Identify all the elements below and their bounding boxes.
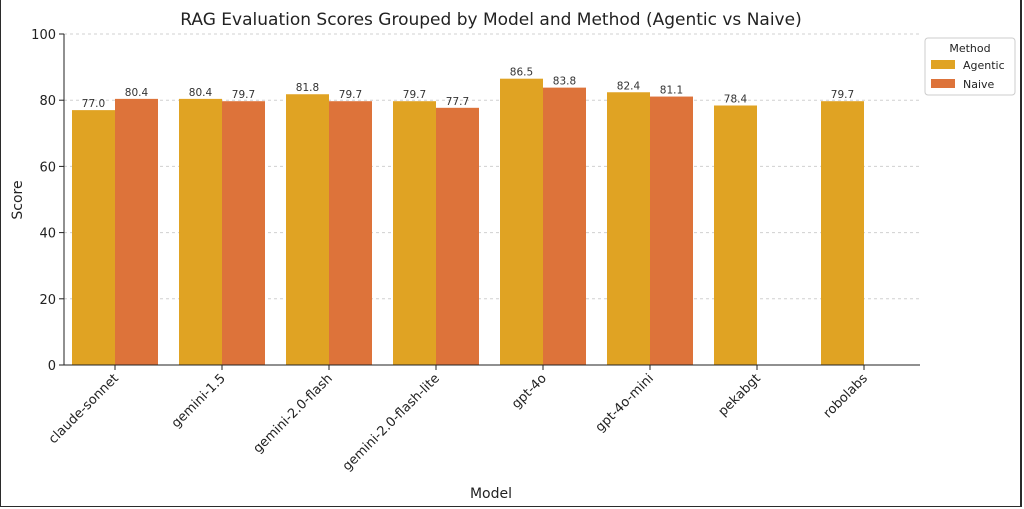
y-tick-label: 0: [48, 359, 56, 374]
bar-naive-gemini-2.0-flash-lite: [436, 107, 479, 366]
bar-agentic-gpt-4o: [500, 78, 543, 365]
x-axis-label: Model: [470, 486, 512, 502]
value-label: 81.1: [660, 85, 683, 97]
y-tick-label: 20: [39, 293, 56, 308]
bar-agentic-gemini-1.5: [179, 98, 222, 365]
value-label: 82.4: [617, 80, 641, 92]
bar-agentic-gpt-4o-mini: [607, 92, 650, 366]
value-label: 79.7: [232, 89, 255, 101]
y-tick-label: 80: [39, 94, 56, 109]
bars: [72, 78, 864, 366]
y-tick-label: 100: [31, 28, 56, 43]
x-tick-label: gemini-2.0-flash-lite: [340, 371, 443, 474]
x-tick-label: gemini-2.0-flash: [251, 371, 336, 456]
y-axis-ticks: 0 20 40 60 80 100: [31, 28, 64, 374]
value-label: 79.7: [339, 89, 362, 101]
legend-label-naive: Naive: [963, 78, 995, 91]
legend: Method Agentic Naive: [924, 37, 1016, 96]
bar-agentic-robolabs: [821, 101, 864, 366]
chart-title: RAG Evaluation Scores Grouped by Model a…: [180, 10, 801, 30]
x-tick-label: pekabgt: [716, 371, 764, 419]
legend-swatch-naive: [931, 79, 955, 88]
value-label: 78.4: [724, 93, 748, 105]
x-tick-label: gemini-1.5: [169, 371, 229, 431]
axes: [63, 34, 920, 366]
bar-naive-gemini-1.5: [222, 101, 265, 366]
bar-agentic-gemini-2.0-flash-lite: [393, 101, 436, 366]
bar-agentic-gemini-2.0-flash: [286, 94, 329, 365]
bar-naive-gpt-4o: [543, 87, 586, 365]
value-label: 86.5: [510, 67, 533, 79]
bar-agentic-claude-sonnet: [72, 110, 115, 365]
value-label: 79.7: [831, 89, 854, 101]
x-tick-label: robolabs: [821, 371, 871, 421]
value-label: 80.4: [189, 87, 213, 99]
value-label: 80.4: [125, 87, 149, 99]
x-tick-label: claude-sonnet: [46, 371, 122, 447]
bar-agentic-pekabgt: [714, 105, 757, 365]
value-labels: 77.0 80.4 80.4 79.7 81.8 79.7 79.7 77.7 86.5 83.8…: [82, 67, 854, 110]
value-label: 77.7: [446, 96, 469, 108]
x-tick-label: gpt-4o: [509, 371, 550, 412]
y-tick-label: 60: [39, 160, 56, 175]
legend-label-agentic: Agentic: [963, 59, 1005, 72]
x-axis-ticks: claude-sonnet gemini-1.5 gemini-2.0-flash g…: [46, 365, 871, 474]
legend-swatch-agentic: [931, 60, 955, 69]
value-label: 77.0: [82, 98, 105, 110]
legend-title: Method: [949, 42, 990, 55]
value-label: 83.8: [553, 76, 576, 88]
x-tick-label: gpt-4o-mini: [593, 371, 657, 435]
y-tick-label: 40: [39, 227, 56, 242]
value-label: 81.8: [296, 82, 319, 94]
bar-naive-claude-sonnet: [115, 98, 158, 365]
bar-naive-gemini-2.0-flash: [329, 101, 372, 366]
grid-lines: [64, 33, 920, 300]
y-axis-label: Score: [10, 180, 26, 219]
value-label: 79.7: [403, 89, 426, 101]
bar-naive-gpt-4o-mini: [650, 96, 693, 366]
